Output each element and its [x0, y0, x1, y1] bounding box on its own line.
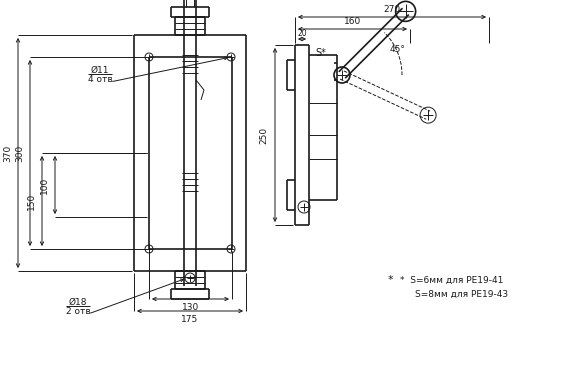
- Text: *: *: [388, 275, 393, 285]
- Text: Ø18: Ø18: [69, 297, 87, 306]
- Text: 2 отв: 2 отв: [66, 307, 90, 316]
- Text: *  S=6мм для РЕ19-41: * S=6мм для РЕ19-41: [400, 276, 503, 285]
- Text: 270: 270: [384, 6, 400, 14]
- Text: 130: 130: [182, 303, 199, 313]
- Text: S*: S*: [315, 48, 326, 58]
- Text: 160: 160: [344, 17, 361, 27]
- Text: 45°: 45°: [390, 46, 406, 54]
- Text: 175: 175: [181, 316, 199, 324]
- Text: 370: 370: [3, 144, 12, 162]
- Text: 250: 250: [259, 127, 268, 144]
- Text: S=8мм для РЕ19-43: S=8мм для РЕ19-43: [415, 289, 508, 299]
- Text: 100: 100: [40, 176, 49, 194]
- Text: 150: 150: [27, 192, 36, 210]
- Text: 4 отв: 4 отв: [88, 75, 112, 84]
- Text: 300: 300: [15, 144, 24, 162]
- Text: 20: 20: [297, 30, 307, 38]
- Text: Ø11: Ø11: [91, 65, 109, 74]
